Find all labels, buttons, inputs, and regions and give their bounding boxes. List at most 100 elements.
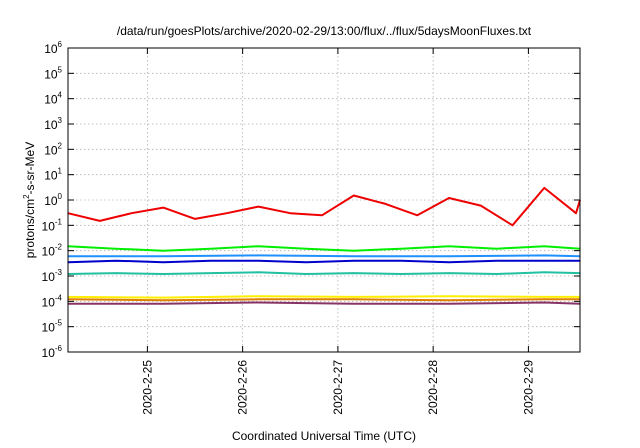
y-axis-label: protons/cm2-s-sr-MeV — [22, 142, 37, 258]
series-1-point — [257, 206, 260, 208]
series-1-point — [575, 212, 577, 214]
series-line-4 — [68, 254, 581, 258]
series-3-point — [400, 260, 402, 262]
series-7-point — [448, 299, 450, 301]
series-5-point — [543, 271, 545, 273]
series-line-6 — [67, 295, 580, 299]
series-8-point — [257, 301, 260, 304]
axis-ticks: 10-6 10-5 10-4 10-3 10-2 10-1 100 101 102 103 104 1… — [42, 40, 580, 415]
series-layer — [67, 186, 581, 305]
series-3-point — [543, 260, 545, 262]
series-2-point — [400, 248, 402, 250]
series-4-point — [543, 254, 545, 256]
series-8-point — [448, 303, 450, 305]
series-6-point — [448, 295, 450, 297]
series-2-point — [162, 250, 164, 252]
series-5-point — [162, 273, 164, 275]
series-7-point — [162, 299, 164, 301]
series-2-point — [448, 245, 450, 247]
series-2-point — [353, 250, 355, 252]
y-tick-label: 10-1 — [42, 217, 63, 233]
series-line-2 — [67, 245, 581, 252]
series-5-point — [448, 272, 450, 274]
series-2-point — [210, 248, 212, 250]
series-4-point — [162, 255, 164, 257]
y-axis-label-sup: 2 — [22, 194, 31, 199]
series-5-point — [305, 273, 307, 275]
series-4-point — [257, 254, 260, 256]
y-tick-label: 10-6 — [42, 344, 63, 360]
y-axis-label-pre: protons/cm — [23, 199, 37, 258]
series-6-point — [353, 296, 355, 298]
series-8-point — [162, 303, 164, 305]
series-1-point — [99, 220, 101, 222]
series-3-point — [448, 261, 450, 263]
y-axis-label-post: -s-sr-MeV — [23, 142, 37, 195]
series-8-point — [543, 301, 545, 304]
series-3-point — [162, 261, 164, 263]
y-tick-label: 105 — [44, 65, 62, 81]
series-6-point — [162, 297, 164, 299]
y-tick-label: 10-5 — [42, 319, 63, 335]
series-1-point — [384, 203, 387, 205]
series-3-point — [115, 260, 117, 262]
chart-title: /data/run/goesPlots/archive/2020-02-29/1… — [117, 24, 532, 38]
y-tick-label: 106 — [44, 40, 62, 56]
series-line-7 — [67, 298, 580, 302]
y-tick-label: 102 — [44, 141, 62, 157]
series-7-point — [353, 298, 355, 300]
series-5-point — [257, 271, 260, 273]
series-5-point — [353, 272, 355, 274]
series-1-point — [511, 224, 514, 226]
series-5-point — [210, 272, 212, 274]
series-3-point — [210, 260, 212, 262]
series-7-point — [257, 298, 260, 300]
series-line-8 — [68, 301, 581, 305]
series-1-point — [480, 205, 482, 207]
series-1-point — [448, 197, 450, 199]
series-8-point — [353, 303, 355, 305]
series-3-point — [257, 260, 260, 262]
series-1-point — [194, 218, 196, 220]
series-4-point — [448, 255, 450, 257]
x-tick-label: 2020-2-29 — [521, 360, 535, 415]
y-tick-label: 10-4 — [42, 293, 63, 309]
series-1-point — [321, 214, 323, 216]
series-line-1 — [67, 186, 581, 227]
x-tick-label: 2020-2-28 — [426, 360, 440, 415]
series-2-point — [496, 248, 498, 250]
series-1-point — [353, 194, 355, 197]
series-2-point — [115, 248, 117, 250]
series-3-point — [496, 260, 498, 262]
series-1-point — [130, 212, 133, 214]
series-5-point — [496, 273, 498, 275]
series-4-point — [353, 255, 355, 257]
series-2-point — [305, 248, 307, 250]
series-5-point — [400, 273, 402, 275]
x-tick-label: 2020-2-25 — [140, 360, 154, 415]
series-3-point — [305, 261, 307, 263]
y-tick-label: 100 — [44, 192, 62, 208]
y-tick-label: 104 — [44, 91, 62, 107]
y-tick-label: 103 — [44, 116, 62, 132]
y-tick-label: 101 — [44, 167, 62, 183]
series-1-point — [162, 207, 164, 209]
series-5-point — [115, 272, 117, 274]
series-6-point — [543, 296, 545, 298]
y-tick-label: 10-2 — [42, 243, 63, 259]
series-2-point — [257, 245, 260, 247]
x-tick-label: 2020-2-26 — [236, 360, 250, 415]
series-1-point — [289, 212, 291, 214]
grid — [68, 48, 580, 352]
series-3-point — [353, 260, 355, 262]
series-1-point — [543, 187, 545, 189]
series-1-point — [226, 212, 228, 214]
series-1-point — [416, 214, 418, 216]
series-6-point — [257, 295, 260, 297]
series-line-5 — [67, 271, 581, 275]
series-2-point — [543, 245, 545, 247]
x-axis-label: Coordinated Universal Time (UTC) — [232, 429, 416, 443]
series-line-3 — [67, 259, 580, 264]
y-tick-label: 10-3 — [42, 268, 63, 284]
